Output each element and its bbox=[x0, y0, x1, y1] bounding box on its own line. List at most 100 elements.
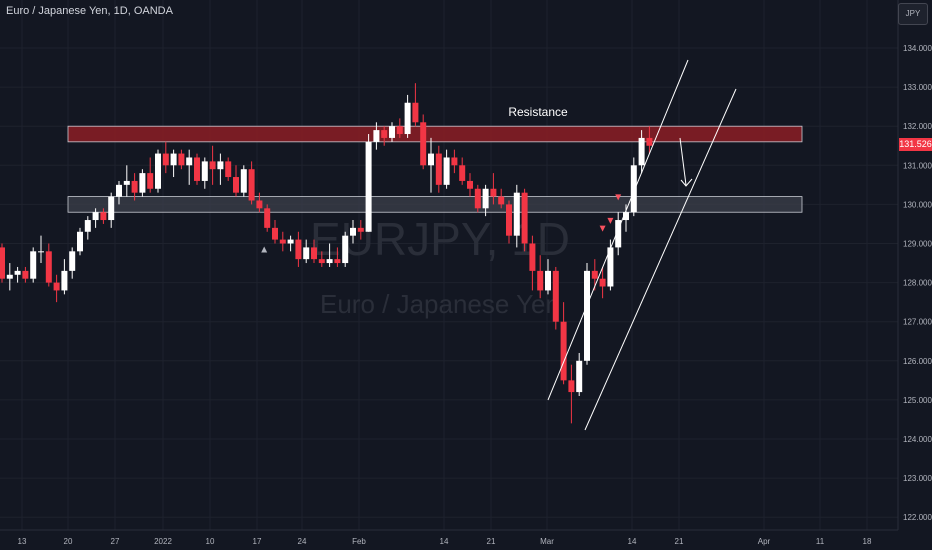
candle-body bbox=[428, 153, 434, 166]
candle-body bbox=[584, 270, 590, 361]
grid bbox=[0, 0, 898, 530]
candle-body bbox=[552, 270, 559, 322]
channel-lower-line[interactable] bbox=[584, 88, 737, 431]
candle-body bbox=[225, 161, 232, 178]
x-tick-label: 18 bbox=[863, 537, 872, 546]
candle-body bbox=[412, 102, 419, 123]
x-tick-label: 20 bbox=[64, 537, 73, 546]
candle-body bbox=[591, 270, 598, 279]
candle-body bbox=[646, 137, 653, 146]
candle-body bbox=[201, 161, 208, 181]
candle-body bbox=[264, 208, 271, 228]
last-price-tag: 131.526 bbox=[899, 137, 932, 151]
y-tick-label: 125.000 bbox=[903, 396, 932, 405]
support-zone[interactable] bbox=[67, 196, 803, 213]
candle-body bbox=[0, 247, 5, 279]
candle-body bbox=[170, 153, 177, 166]
y-tick-label: 129.000 bbox=[903, 240, 932, 249]
watermark-name: Euro / Japanese Yen bbox=[320, 289, 560, 319]
candle-body bbox=[116, 184, 122, 197]
candle-body bbox=[100, 212, 107, 221]
x-tick-label: 21 bbox=[487, 537, 496, 546]
candle-body bbox=[381, 130, 388, 138]
candle-body bbox=[147, 173, 154, 189]
x-tick-label: 13 bbox=[18, 537, 27, 546]
candle-body bbox=[217, 161, 224, 170]
x-tick-label: 10 bbox=[206, 537, 215, 546]
candle-body bbox=[53, 282, 60, 291]
target-arrow-shaft bbox=[679, 137, 687, 186]
candle-body bbox=[404, 102, 411, 135]
price-axis[interactable]: 122.000 123.000 124.000 125.000 126.000 127.0… bbox=[903, 44, 932, 522]
candle-body bbox=[256, 200, 263, 209]
candle-body bbox=[194, 157, 200, 181]
y-tick-label: 126.000 bbox=[903, 357, 932, 366]
candle-body bbox=[389, 126, 395, 138]
candle-body bbox=[326, 259, 333, 264]
candle-body bbox=[303, 247, 310, 260]
channel-upper-line[interactable] bbox=[547, 59, 689, 401]
x-tick-label: 21 bbox=[675, 537, 684, 546]
candle-body bbox=[373, 130, 380, 142]
y-tick-label: 122.000 bbox=[903, 513, 932, 522]
candle-body bbox=[22, 270, 29, 279]
y-tick-label: 130.000 bbox=[903, 200, 932, 209]
candle-body bbox=[451, 157, 458, 166]
trend-channel[interactable] bbox=[547, 59, 737, 431]
candle-body bbox=[443, 157, 450, 185]
candle-body bbox=[560, 321, 567, 381]
candle-body bbox=[599, 278, 606, 287]
candle-body bbox=[311, 247, 317, 260]
candle-body bbox=[420, 122, 427, 166]
candle-body bbox=[108, 196, 115, 221]
candle-body bbox=[287, 239, 294, 244]
candle-body bbox=[14, 270, 21, 275]
y-tick-label: 124.000 bbox=[903, 435, 932, 444]
candle-body bbox=[615, 220, 622, 248]
candle-body bbox=[435, 153, 442, 185]
y-tick-label: 131.000 bbox=[903, 161, 932, 170]
candle-body bbox=[576, 360, 583, 393]
candle-body bbox=[318, 259, 325, 264]
candle-body bbox=[342, 235, 349, 264]
candle-body bbox=[30, 251, 37, 279]
currency-button[interactable]: JPY bbox=[898, 3, 928, 25]
y-tick-label: 133.000 bbox=[903, 83, 932, 92]
candle-body bbox=[513, 192, 520, 236]
candle-body bbox=[607, 247, 614, 287]
y-tick-label: 134.000 bbox=[903, 44, 932, 53]
x-tick-label: Apr bbox=[758, 537, 771, 546]
candle-body bbox=[498, 196, 505, 205]
sell-signal-marker bbox=[599, 225, 606, 232]
x-tick-label: Feb bbox=[352, 537, 366, 546]
sell-signal-marker bbox=[607, 217, 614, 224]
candles bbox=[0, 83, 653, 424]
x-tick-label: 14 bbox=[628, 537, 637, 546]
y-tick-label: 128.000 bbox=[903, 279, 932, 288]
candle-body bbox=[240, 169, 247, 193]
candle-body bbox=[186, 157, 193, 166]
candle-body bbox=[365, 141, 372, 232]
candle-body bbox=[155, 153, 161, 189]
candle-body bbox=[139, 173, 146, 193]
candle-body bbox=[84, 220, 91, 232]
x-tick-label: Mar bbox=[540, 537, 554, 546]
candle-body bbox=[537, 270, 544, 291]
candle-body bbox=[357, 227, 364, 232]
candle-body bbox=[630, 165, 637, 213]
candle-body bbox=[178, 153, 185, 166]
candle-body bbox=[459, 165, 466, 181]
resistance-zone[interactable] bbox=[67, 125, 803, 143]
candle-body bbox=[638, 137, 645, 166]
resistance-label: Resistance bbox=[508, 105, 568, 119]
candle-body bbox=[162, 153, 169, 166]
candle-body bbox=[334, 259, 341, 264]
time-axis[interactable]: 13 20 27 2022 10 17 24 Feb 14 21 Mar 14 21 Apr 11 18 bbox=[18, 537, 872, 546]
candle-body bbox=[545, 270, 551, 291]
x-tick-label: 2022 bbox=[154, 537, 172, 546]
chart-title: Euro / Japanese Yen, 1D, OANDA bbox=[6, 5, 173, 17]
buy-signal-marker bbox=[261, 246, 268, 253]
candle-body bbox=[623, 212, 629, 221]
x-tick-label: 27 bbox=[111, 537, 120, 546]
